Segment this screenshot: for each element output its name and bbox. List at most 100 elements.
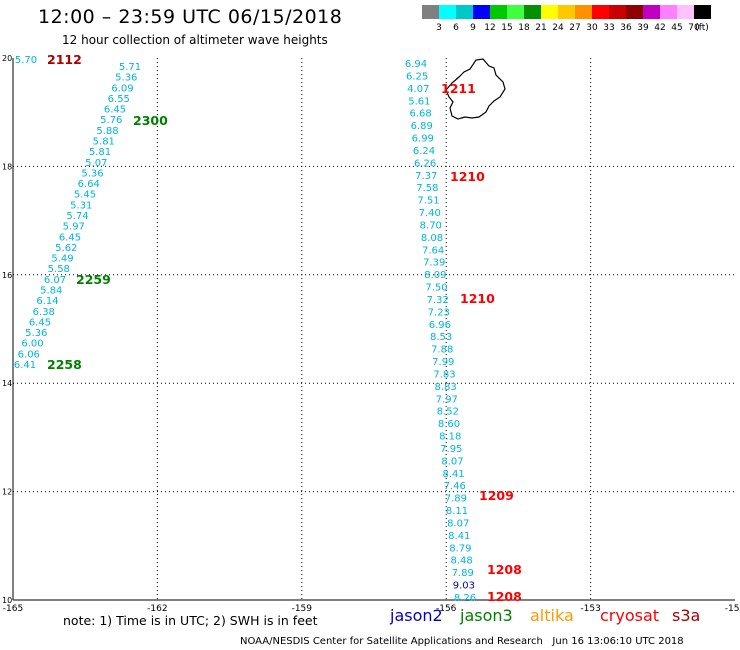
latitude-label: 18: [2, 162, 12, 171]
wave-height-value: 7.64: [422, 245, 444, 256]
footer-timestamp: Jun 16 13:06:10 UTC 2018: [552, 636, 684, 647]
wave-height-value: 6.68: [409, 109, 431, 120]
wave-height-value: 6.38: [33, 307, 55, 318]
latitude-label: 14: [2, 379, 12, 388]
wave-height-value: 7.83: [433, 370, 455, 381]
colorbar-label: 33: [603, 23, 615, 33]
wave-height-value: 8.48: [450, 556, 472, 567]
colorbar-label: 15: [501, 23, 513, 33]
colorbar-label: 21: [535, 23, 547, 33]
colorbar-label: 24: [552, 23, 564, 33]
wave-height-value: 7.88: [431, 345, 453, 356]
wave-height-value: 6.14: [36, 296, 58, 307]
wave-height-value: 6.07: [44, 275, 66, 286]
wave-height-value: 8.52: [437, 407, 459, 418]
wave-height-value: 6.45: [104, 105, 126, 116]
units-note: note: 1) Time is in UTC; 2) SWH is in fe…: [63, 613, 318, 628]
wave-height-value: 6.45: [59, 232, 81, 243]
track-a-values: 5.705.715.366.096.556.455.765.885.815.81…: [14, 55, 141, 371]
pass-time-label: 1208: [487, 562, 522, 577]
colorbar-swatch: [541, 5, 558, 19]
colorbar-label: 6: [453, 23, 459, 33]
wave-height-value: 5.97: [63, 222, 85, 233]
map-title: 12:00 – 23:59 UTC 06/15/2018: [38, 6, 343, 28]
colorbar-label: 30: [586, 23, 598, 33]
legend-altika: altika: [530, 606, 574, 625]
colorbar-label: 39: [637, 23, 649, 33]
pass-time-label: 1210: [450, 169, 485, 184]
wave-height-value: 7.32: [427, 295, 449, 306]
wave-height-value: 6.99: [412, 134, 434, 145]
wave-height-value: 7.37: [415, 171, 437, 182]
colorbar-swatch: [490, 5, 507, 19]
wave-height-value: 8.26: [454, 593, 476, 604]
pass-time-label: 2259: [76, 272, 111, 287]
wave-height-value: 7.46: [444, 481, 466, 492]
colorbar-swatch: [677, 5, 694, 19]
legend-jason3: jason3: [460, 606, 513, 625]
wave-height-value: 6.64: [78, 179, 100, 190]
map-grid: [12, 58, 735, 601]
wave-height-value: 7.58: [416, 183, 438, 194]
longitude-label: -150: [725, 604, 740, 614]
wave-height-value: 5.31: [70, 200, 92, 211]
wave-height-value: 6.26: [414, 158, 436, 169]
wave-height-value: 7.89: [445, 494, 467, 505]
wave-height-value: 5.84: [40, 286, 62, 297]
latitude-label: 20: [2, 54, 12, 63]
latitude-label: 10: [2, 596, 12, 605]
wave-height-value: 7.51: [417, 196, 439, 207]
wave-height-value: 6.45: [29, 317, 51, 328]
colorbar-label: 70: [688, 23, 700, 33]
legend-s3a: s3a: [672, 606, 701, 625]
pass-time-label: 1208: [487, 589, 522, 604]
pass-time-labels: 2112 2300 2259 2258 1211 1210 1210 1209 1208 1208: [47, 52, 522, 604]
wave-height-value: 5.49: [51, 254, 73, 265]
wave-height-value: 6.41: [14, 360, 36, 371]
wave-height-value: 6.06: [18, 349, 40, 360]
longitude-label: -156: [436, 604, 457, 614]
wave-height-value: 8.07: [441, 456, 463, 467]
wave-height-value: 5.62: [55, 243, 77, 254]
latitude-label: 12: [2, 488, 12, 497]
wave-height-value: 5.88: [96, 126, 118, 137]
wave-height-value: 7.50: [425, 283, 447, 294]
wave-height-value: 4.07: [407, 84, 429, 95]
wave-height-value: 7.99: [432, 357, 454, 368]
colorbar-label: 12: [484, 23, 496, 33]
hawaii-big-island-coastline: [445, 58, 506, 120]
wave-height-value: 6.00: [21, 339, 43, 350]
colorbar-swatch: [694, 5, 711, 19]
wave-height-value: 6.55: [108, 94, 130, 105]
wave-height-value: 7.40: [419, 208, 441, 219]
wave-height-value: 5.70: [15, 55, 37, 66]
wave-height-value: 5.76: [100, 115, 122, 126]
colorbar-label: 18: [518, 23, 530, 33]
credit-text: NOAA/NESDIS Center for Satellite Applica…: [240, 636, 543, 647]
colorbar-swatch: [473, 5, 490, 19]
wave-height-value: 6.89: [411, 121, 433, 132]
wave-height-value: 5.81: [89, 147, 111, 158]
colorbar-swatch: [609, 5, 626, 19]
wave-height-value: 5.07: [85, 158, 107, 169]
wave-height-value: 7.39: [423, 258, 445, 269]
wave-height-value: 5.74: [66, 211, 88, 222]
longitude-label: -165: [3, 604, 23, 614]
pass-time-label: 1211: [441, 81, 476, 96]
wave-height-value: 5.45: [74, 190, 96, 201]
wave-height-value: 5.36: [115, 73, 137, 84]
colorbar-swatch: [439, 5, 456, 19]
wave-height-value: 6.09: [111, 83, 133, 94]
wave-height-value: 5.81: [93, 137, 115, 148]
colorbar-label: 42: [654, 23, 666, 33]
longitude-label: -153: [580, 604, 600, 614]
colorbar-label: 45: [671, 23, 683, 33]
colorbar-swatch: [626, 5, 643, 19]
wave-height-value: 7.23: [428, 307, 450, 318]
wave-height-value: 8.41: [448, 531, 470, 542]
wave-height-value: 5.36: [81, 168, 103, 179]
wave-height-value: 8.07: [447, 519, 469, 530]
colorbar-swatch: [575, 5, 592, 19]
wave-height-value: 6.25: [406, 71, 428, 82]
